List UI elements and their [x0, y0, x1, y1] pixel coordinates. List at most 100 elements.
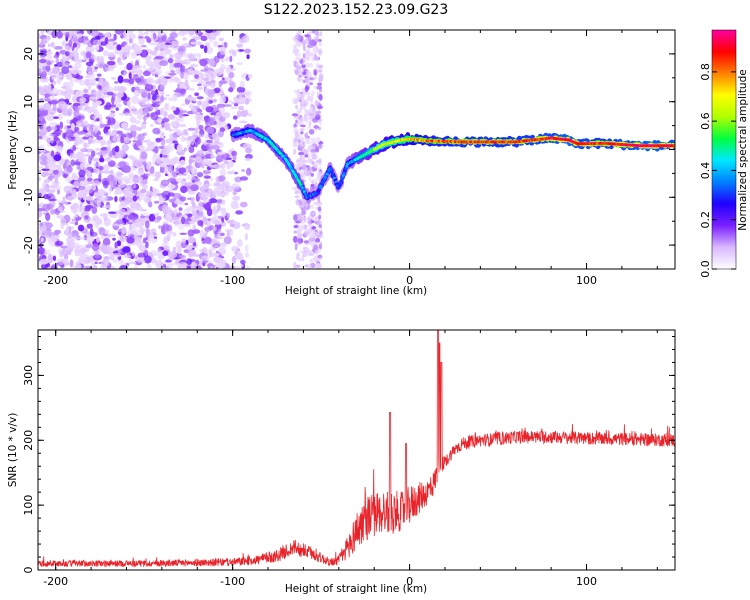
noise-blob — [304, 100, 308, 108]
noise-blob — [128, 261, 137, 265]
noise-blob — [176, 160, 181, 165]
noise-blob — [60, 30, 66, 34]
noise-blob — [174, 52, 183, 59]
noise-blob — [130, 124, 138, 132]
noise-blob — [66, 195, 74, 201]
noise-blob — [107, 128, 111, 133]
noise-blob — [156, 91, 165, 97]
spectrogram-ylabel: Frequency (Hz) — [7, 110, 19, 189]
noise-blob — [72, 217, 76, 224]
noise-blob — [299, 154, 303, 162]
noise-blob — [223, 41, 228, 49]
noise-blob — [183, 72, 189, 81]
noise-blob — [144, 173, 151, 177]
noise-blob — [117, 175, 123, 184]
noise-blob — [91, 150, 96, 157]
noise-blob — [85, 61, 94, 67]
x-tick-label: -100 — [220, 274, 245, 287]
noise-blob — [124, 136, 130, 144]
noise-blob — [79, 97, 87, 103]
noise-blob — [65, 31, 70, 39]
noise-blob — [311, 153, 318, 160]
noise-blob — [63, 82, 71, 86]
noise-blob — [75, 263, 82, 269]
noise-blob — [95, 250, 99, 256]
noise-blob — [55, 145, 64, 152]
noise-blob — [179, 232, 188, 235]
noise-blob — [308, 222, 312, 227]
noise-blob — [89, 199, 94, 206]
noise-blob — [125, 112, 130, 117]
noise-blob — [53, 154, 62, 162]
noise-blob — [66, 240, 75, 249]
noise-blob — [308, 175, 312, 182]
noise-blob — [38, 66, 43, 74]
noise-blob — [228, 229, 234, 237]
noise-blob — [148, 42, 158, 46]
noise-blob — [107, 174, 115, 181]
noise-blob — [90, 30, 99, 37]
noise-blob — [295, 254, 299, 259]
noise-blob — [233, 96, 238, 101]
noise-blob — [155, 158, 162, 165]
noise-blob — [305, 50, 310, 56]
noise-blob — [150, 123, 154, 128]
noise-blob — [245, 157, 251, 161]
noise-blob — [183, 208, 190, 215]
noise-blob — [294, 90, 298, 94]
noise-blob — [151, 101, 161, 104]
noise-blob — [144, 83, 154, 92]
noise-blob — [137, 88, 146, 94]
noise-blob — [49, 209, 57, 215]
noise-blob — [302, 58, 305, 66]
noise-blob — [197, 83, 202, 87]
noise-blob — [168, 97, 173, 102]
noise-blob — [178, 167, 187, 174]
noise-blob — [157, 247, 162, 253]
noise-blob — [157, 30, 163, 35]
noise-blob — [296, 92, 302, 98]
noise-blob — [49, 100, 59, 105]
noise-blob — [316, 56, 319, 62]
noise-blob — [131, 76, 137, 81]
noise-blob — [92, 180, 101, 186]
noise-blob — [95, 100, 102, 106]
noise-blob — [314, 178, 317, 185]
noise-blob — [301, 40, 307, 46]
noise-blob — [82, 193, 87, 201]
noise-blob — [305, 205, 308, 209]
noise-blob — [59, 121, 64, 130]
noise-blob — [191, 106, 195, 110]
noise-blob — [178, 88, 187, 94]
noise-blob — [180, 241, 187, 249]
noise-blob — [302, 67, 307, 71]
noise-blob — [85, 45, 95, 54]
noise-blob — [145, 190, 154, 195]
noise-blob — [167, 184, 176, 189]
noise-blob — [72, 235, 78, 241]
noise-blob — [318, 214, 322, 220]
noise-blob — [182, 37, 187, 41]
noise-blob — [125, 262, 130, 267]
noise-blob — [228, 99, 233, 104]
noise-blob — [62, 132, 66, 139]
noise-blob — [155, 104, 159, 113]
noise-blob — [98, 165, 104, 171]
noise-blob — [166, 224, 173, 232]
noise-blob — [219, 96, 227, 104]
noise-blob — [74, 106, 80, 112]
noise-blob — [193, 53, 201, 58]
noise-blob — [122, 49, 131, 56]
noise-blob — [291, 113, 299, 117]
noise-blob — [226, 185, 234, 192]
noise-blob — [312, 117, 318, 123]
noise-blob — [177, 30, 186, 37]
noise-blob — [187, 88, 195, 91]
noise-blob — [127, 228, 132, 236]
noise-blob — [219, 142, 224, 149]
noise-blob — [293, 261, 297, 269]
noise-blob — [88, 155, 92, 162]
noise-blob — [230, 200, 239, 210]
noise-blob — [158, 196, 165, 204]
colorbar-gradient — [711, 29, 737, 270]
